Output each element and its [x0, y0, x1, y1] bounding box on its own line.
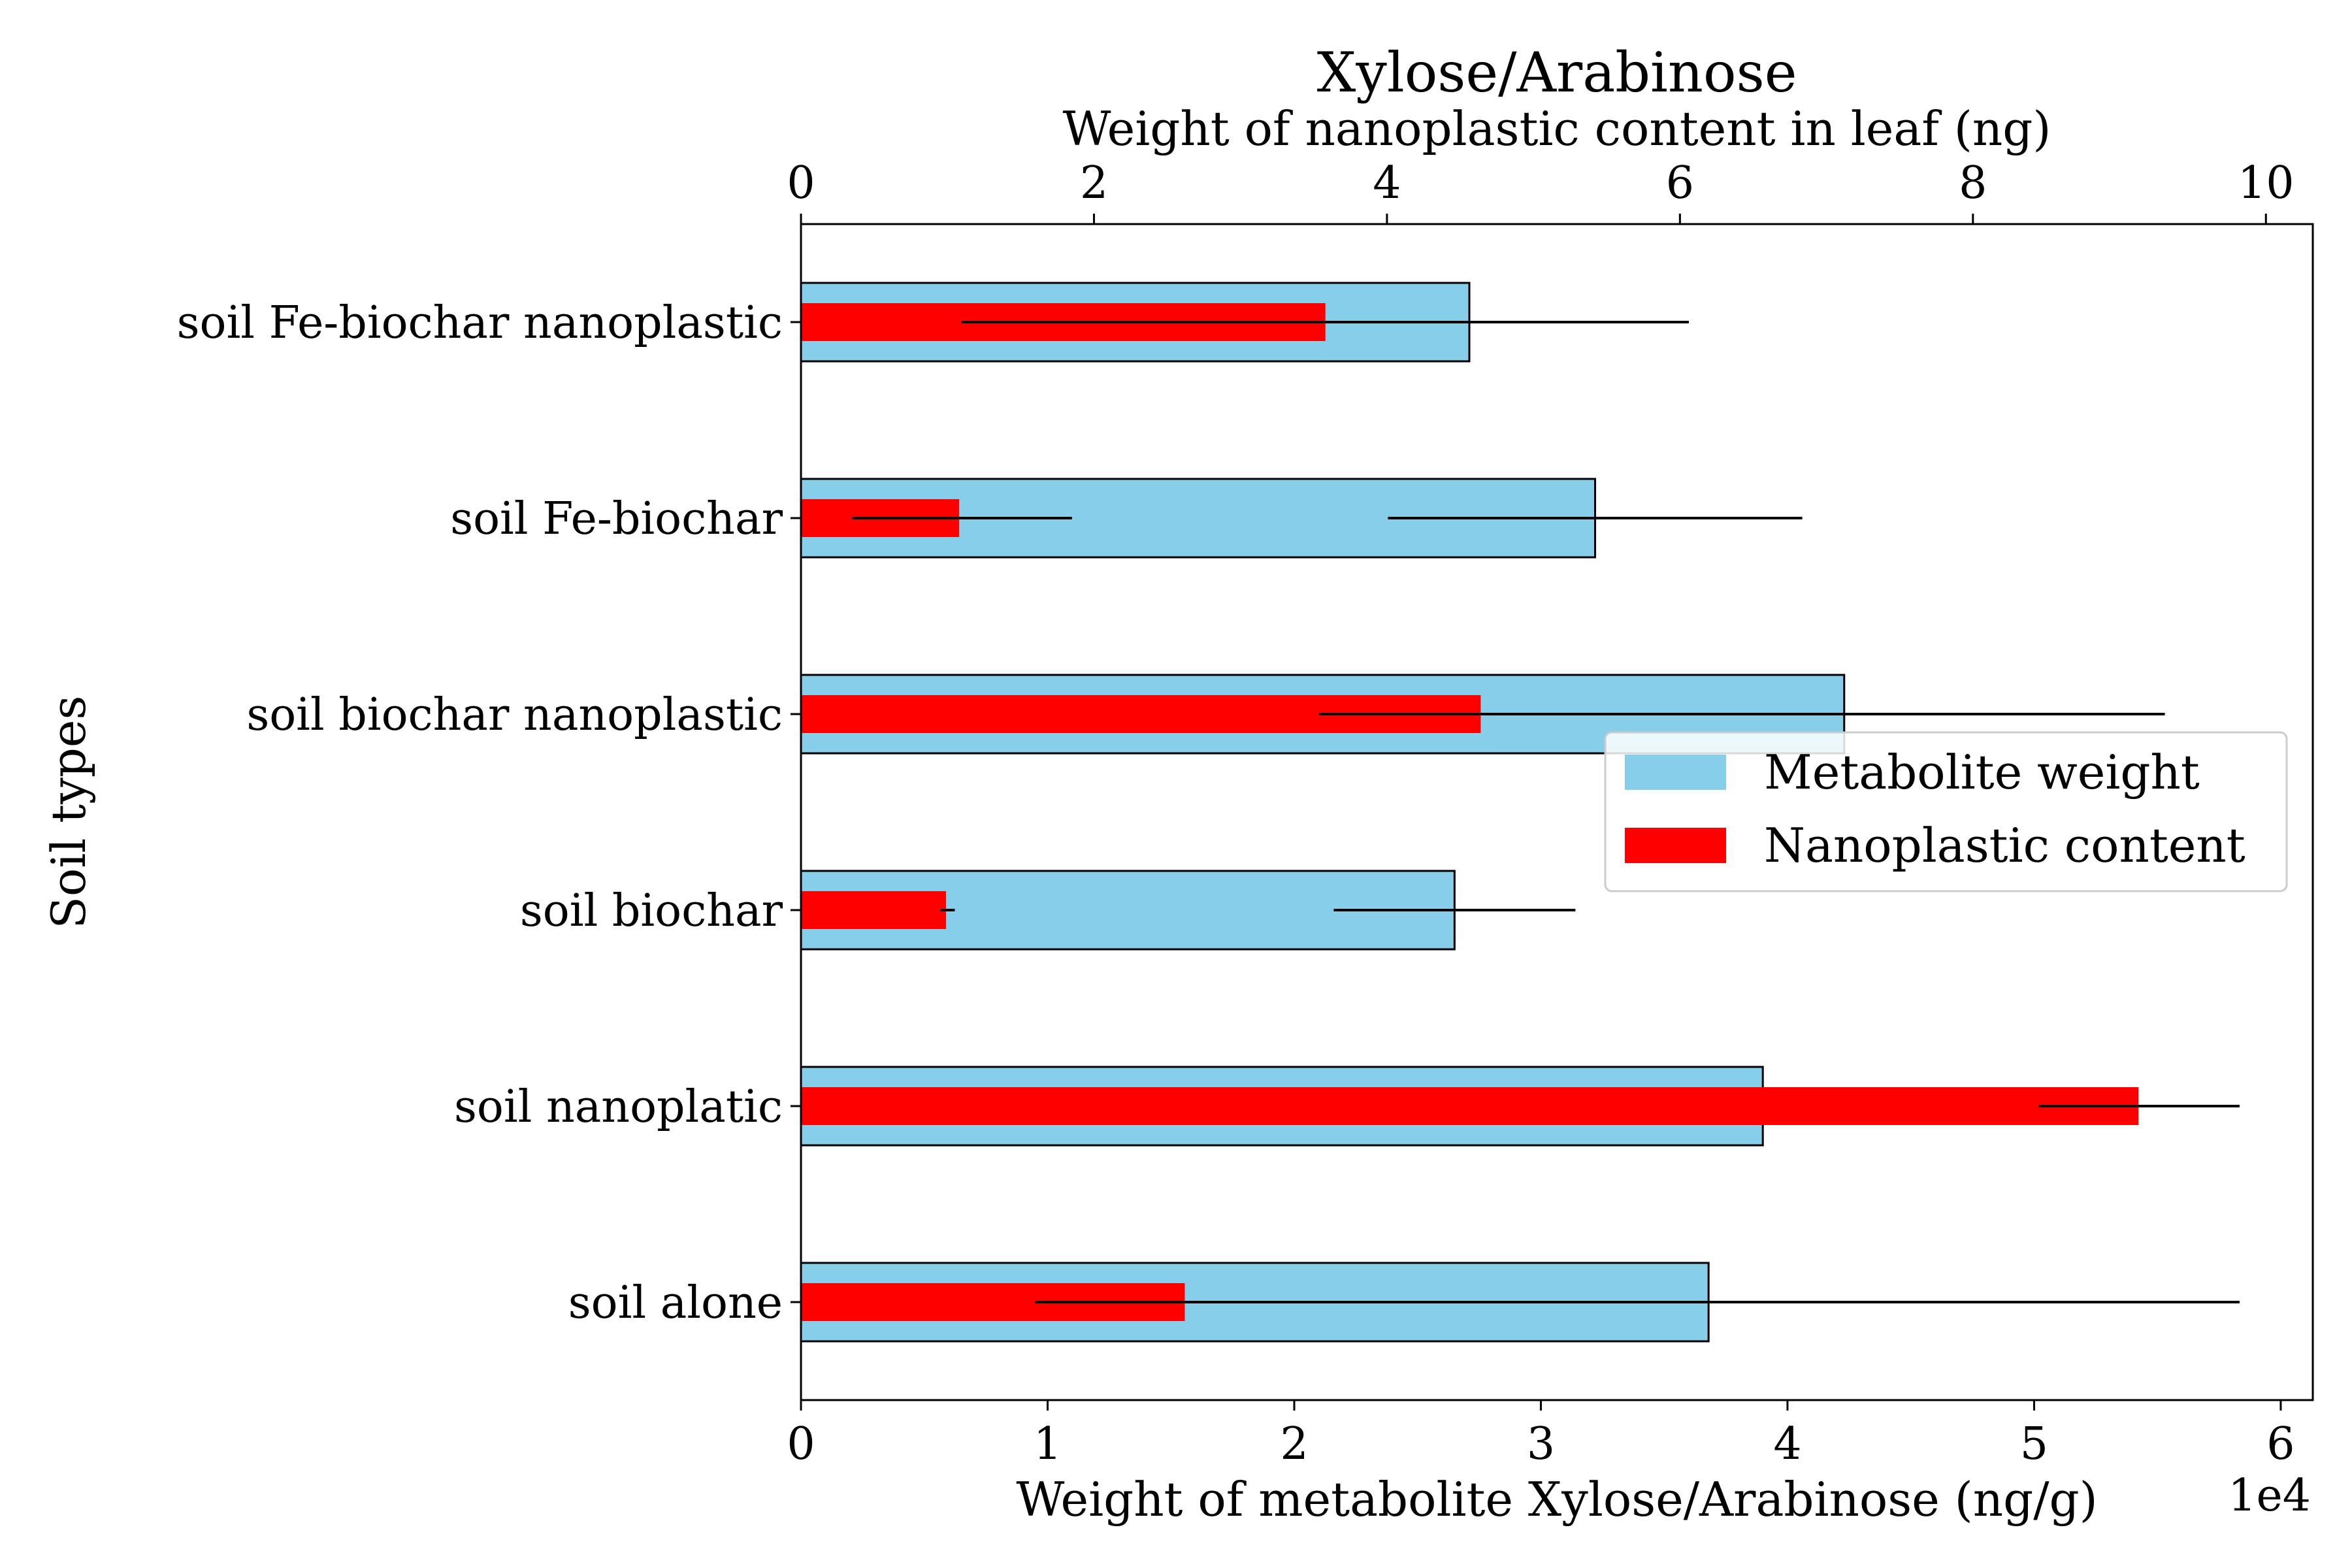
- top-tick-label: 10: [2238, 157, 2295, 209]
- y-tick-label: soil biochar nanoplastic: [246, 689, 783, 741]
- bottom-tick-label: 2: [1280, 1418, 1308, 1470]
- top-tick-label: 8: [1959, 157, 1987, 209]
- plot-frame: [800, 223, 2314, 1401]
- bottom-tick-label: 0: [787, 1418, 815, 1470]
- bottom-axis-ticks: 0 1 2 3 4 5 6: [787, 1400, 2295, 1470]
- y-axis-label: Soil types: [41, 696, 96, 929]
- y-tick-label: soil nanoplatic: [454, 1081, 783, 1133]
- y-tick-label: soil alone: [568, 1277, 783, 1329]
- legend-box: [1604, 731, 2288, 892]
- bottom-tick-label: 3: [1527, 1418, 1555, 1470]
- top-tick-label: 4: [1373, 157, 1401, 209]
- bar-nanoplastic-content-soil-biochar: [801, 891, 946, 929]
- top-axis-label: Weight of nanoplastic content in leaf (n…: [1063, 101, 2051, 156]
- bottom-tick-label: 1: [1034, 1418, 1062, 1470]
- bottom-tick-label: 5: [2020, 1418, 2048, 1470]
- top-axis-ticks: 0 2 4 6 8 10: [787, 157, 2295, 224]
- top-tick-label: 6: [1666, 157, 1694, 209]
- y-axis-ticks: soil alone soil nanoplatic soil biochar soi…: [177, 297, 801, 1329]
- legend-label-nanoplastic-content: Nanoplastic content: [1764, 818, 2246, 873]
- y-tick-label: soil biochar: [520, 885, 783, 937]
- bottom-tick-label: 4: [1773, 1418, 1801, 1470]
- top-tick-label: 2: [1080, 157, 1108, 209]
- bottom-tick-label: 6: [2266, 1418, 2295, 1470]
- y-tick-label: soil Fe-biochar nanoplastic: [177, 297, 783, 349]
- error-bars-layer: [852, 321, 2240, 1303]
- y-tick-label: soil Fe-biochar: [450, 493, 783, 545]
- legend-swatch-nanoplastic-content: [1625, 828, 1726, 863]
- bar-nanoplastic-content-soil-nanoplatic: [801, 1087, 2139, 1125]
- legend-label-metabolite-weight: Metabolite weight: [1764, 745, 2200, 800]
- legend: Metabolite weight Nanoplastic content: [1604, 731, 2288, 892]
- chart-title: Xylose/Arabinose: [1317, 41, 1797, 105]
- top-tick-label: 0: [787, 157, 815, 209]
- bottom-axis-multiplier: 1e4: [2228, 1470, 2311, 1522]
- legend-swatch-metabolite-weight: [1625, 755, 1726, 790]
- bottom-axis-label: Weight of metabolite Xylose/Arabinose (n…: [1016, 1472, 2097, 1527]
